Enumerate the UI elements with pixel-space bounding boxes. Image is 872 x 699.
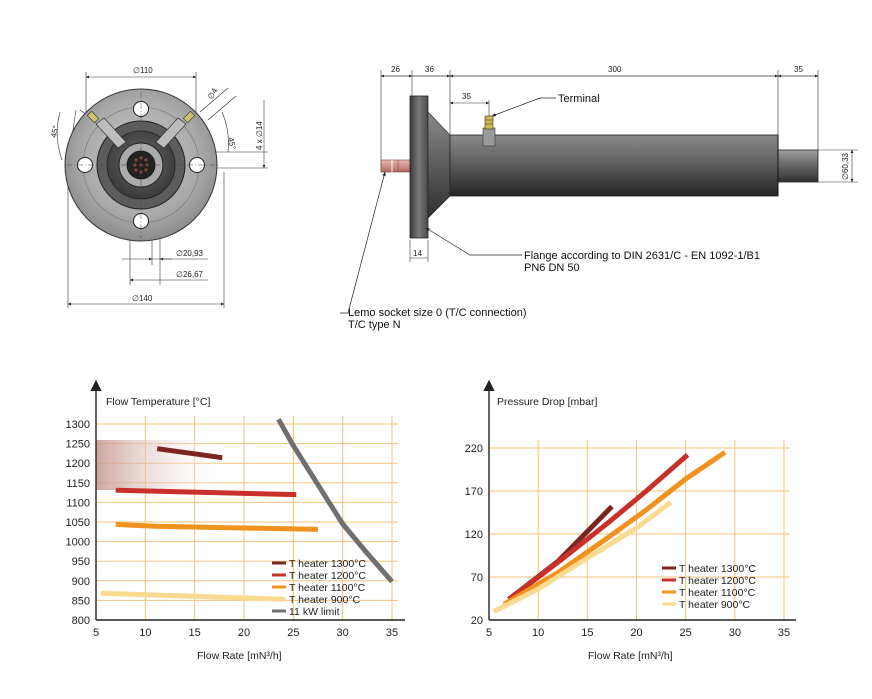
y-tick-label: 120 bbox=[465, 529, 483, 541]
y-tick-label: 1250 bbox=[66, 439, 90, 451]
legend-entry: T heater 1300°C bbox=[679, 563, 756, 575]
legend-entry: T heater 1200°C bbox=[289, 570, 366, 582]
pressure-drop-chart: 5 10 15 20 25 30 35 20 70 120 170 220 Pressure Drop… bbox=[465, 379, 796, 662]
series-line-2 bbox=[115, 487, 297, 498]
x-tick-label: 25 bbox=[680, 627, 692, 639]
x-tick-label: 35 bbox=[386, 627, 398, 639]
x-tick-label: 15 bbox=[581, 627, 593, 639]
y-tick-label: 1050 bbox=[66, 517, 90, 529]
dim-110: ∅110 bbox=[133, 66, 153, 75]
x-tick-label: 20 bbox=[630, 627, 642, 639]
legend-entry: T heater 1100°C bbox=[679, 587, 756, 599]
series-line-1 bbox=[156, 446, 223, 461]
legend-entry: T heater 1100°C bbox=[289, 582, 366, 594]
dim-35-end: 35 bbox=[794, 65, 803, 74]
x-tick-label: 30 bbox=[337, 627, 349, 639]
dim-36: 36 bbox=[425, 65, 434, 74]
dim-45-right: 45° bbox=[226, 137, 237, 151]
chart2-xlabel: Flow Rate [mN³/h] bbox=[588, 650, 673, 662]
dim-4x14: 4 x ∅14 bbox=[255, 121, 264, 150]
flow-temperature-chart: 5 10 15 20 25 30 35 800 850 900 950 1000 1050 1100 115… bbox=[66, 379, 405, 662]
legend-entry: T heater 1300°C bbox=[289, 558, 366, 570]
x-tick-label: 35 bbox=[778, 627, 790, 639]
dim-26: 26 bbox=[391, 65, 400, 74]
x-tick-label: 20 bbox=[238, 627, 250, 639]
dim-60-33: ∅60,33 bbox=[841, 152, 850, 180]
y-tick-label: 850 bbox=[72, 595, 90, 607]
series-line-5 bbox=[276, 418, 394, 584]
front-view: ∅110 ∅4 4 x ∅14 45° 45° ∅20,93 ∅26,67 ∅1… bbox=[49, 66, 268, 308]
y-tick-label: 950 bbox=[72, 556, 90, 568]
series-line-3 bbox=[115, 521, 319, 532]
dim-14: 14 bbox=[413, 249, 422, 258]
label-lemo-line1: Lemo socket size 0 (T/C connection) bbox=[348, 307, 527, 319]
side-view: 26 36 300 35 35 ∅60,33 14 Terminal Flang… bbox=[340, 65, 858, 331]
chart1-legend: T heater 1300°CT heater 1200°CT heater 1… bbox=[272, 558, 366, 618]
y-tick-label: 800 bbox=[72, 615, 90, 627]
label-lemo-line2: T/C type N bbox=[348, 319, 401, 331]
dim-140: ∅140 bbox=[132, 294, 153, 303]
dim-35-terminal: 35 bbox=[462, 92, 471, 101]
x-tick-label: 10 bbox=[532, 627, 544, 639]
x-tick-label: 5 bbox=[486, 627, 492, 639]
x-tick-label: 15 bbox=[189, 627, 201, 639]
label-flange-line1: Flange according to DIN 2631/C - EN 1092… bbox=[524, 250, 760, 262]
series-line-2 bbox=[507, 453, 690, 602]
y-tick-label: 170 bbox=[465, 486, 483, 498]
dim-26-67: ∅26,67 bbox=[176, 270, 204, 279]
x-tick-label: 25 bbox=[287, 627, 299, 639]
dim-45-left: 45° bbox=[49, 125, 60, 139]
y-tick-label: 70 bbox=[471, 572, 483, 584]
chart2-legend: T heater 1300°CT heater 1200°CT heater 1… bbox=[662, 563, 756, 611]
dim-20-93: ∅20,93 bbox=[176, 249, 204, 258]
series-line-4 bbox=[100, 590, 284, 602]
x-tick-label: 30 bbox=[729, 627, 741, 639]
chart1-title: Flow Temperature [°C] bbox=[106, 396, 210, 408]
y-tick-label: 1150 bbox=[66, 478, 90, 490]
series-line-4 bbox=[492, 500, 673, 614]
label-terminal: Terminal bbox=[558, 93, 600, 105]
legend-entry: T heater 1200°C bbox=[679, 575, 756, 587]
y-tick-label: 900 bbox=[72, 576, 90, 588]
dim-4: ∅4 bbox=[206, 86, 220, 101]
y-tick-label: 1100 bbox=[66, 497, 90, 509]
x-tick-label: 10 bbox=[139, 627, 151, 639]
y-tick-label: 1300 bbox=[66, 419, 90, 431]
y-tick-label: 1000 bbox=[66, 537, 90, 549]
legend-entry: 11 kW limit bbox=[289, 606, 340, 618]
legend-entry: T heater 900°C bbox=[679, 599, 751, 611]
y-tick-label: 1200 bbox=[66, 458, 90, 470]
y-tick-label: 220 bbox=[465, 443, 483, 455]
chart2-title: Pressure Drop [mbar] bbox=[497, 396, 597, 408]
label-flange-line2: PN6 DN 50 bbox=[524, 262, 580, 274]
x-tick-label: 5 bbox=[93, 627, 99, 639]
series-line-3 bbox=[502, 450, 727, 607]
legend-entry: T heater 900°C bbox=[289, 594, 361, 606]
dim-300: 300 bbox=[608, 65, 622, 74]
chart1-xlabel: Flow Rate [mN³/h] bbox=[197, 650, 282, 662]
y-tick-label: 20 bbox=[471, 615, 483, 627]
